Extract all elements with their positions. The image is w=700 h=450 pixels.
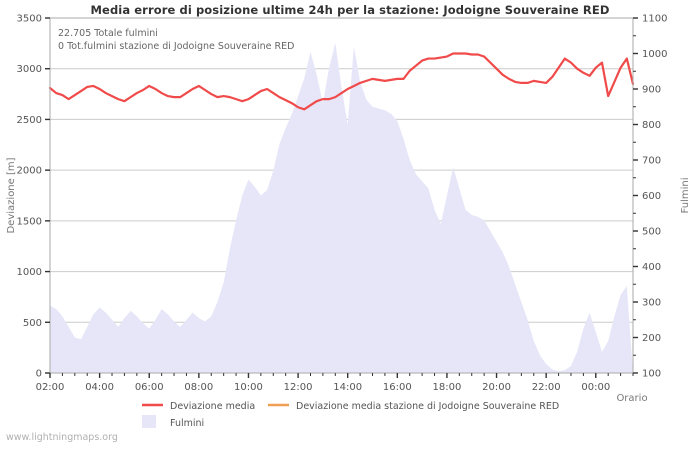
ytick-label-right: 800 [642, 120, 661, 131]
ytick-label-left: 1000 [17, 267, 42, 278]
chart-title: Media errore di posizione ultime 24h per… [90, 3, 610, 17]
xtick-label: 20:00 [482, 382, 511, 393]
ytick-label-right: 100 [642, 369, 661, 380]
ytick-label-right: 500 [642, 227, 661, 238]
ytick-label-left: 1500 [17, 216, 42, 227]
lightning-area-series [50, 42, 633, 373]
ytick-label-left: 2000 [17, 166, 42, 177]
ytick-label-right: 1100 [642, 14, 667, 25]
legend-label-fulmini: Fulmini [170, 418, 204, 429]
ytick-label-right: 700 [642, 156, 661, 167]
xtick-label: 02:00 [36, 382, 65, 393]
xtick-label: 12:00 [284, 382, 313, 393]
x-axis-title: Orario [616, 393, 647, 404]
ytick-label-left: 2500 [17, 115, 42, 126]
legend-marker-fulmini [142, 415, 156, 428]
annotation-total-lightning: 22.705 Totale fulmini [58, 28, 158, 39]
footer-watermark: www.lightningmaps.org [6, 432, 118, 443]
deviation-mean-series [48, 52, 635, 111]
xtick-label: 00:00 [581, 382, 610, 393]
ytick-label-left: 500 [23, 318, 42, 329]
ytick-label-right: 900 [642, 85, 661, 96]
ytick-label-right: 200 [642, 333, 661, 344]
ytick-label-right: 600 [642, 191, 661, 202]
xtick-label: 18:00 [433, 382, 462, 393]
xtick-label: 22:00 [532, 382, 561, 393]
xtick-label: 08:00 [184, 382, 213, 393]
legend-label-station: Deviazione media stazione di Jodoigne So… [296, 401, 559, 412]
xtick-label: 10:00 [234, 382, 263, 393]
xtick-label: 14:00 [333, 382, 362, 393]
ytick-label-right: 300 [642, 298, 661, 309]
xtick-label: 06:00 [135, 382, 164, 393]
y-axis-title-right: Fulmini [680, 178, 691, 214]
ytick-label-left: 3500 [17, 14, 42, 25]
ytick-label-left: 0 [36, 369, 42, 380]
legend-label-deviazione-media: Deviazione media [170, 401, 255, 412]
ytick-label-right: 400 [642, 262, 661, 273]
annotation-station-lightning: 0 Tot.fulmini stazione di Jodoigne Souve… [58, 41, 294, 52]
xtick-label: 16:00 [383, 382, 412, 393]
ytick-label-left: 3000 [17, 64, 42, 75]
xtick-label: 04:00 [85, 382, 114, 393]
ytick-label-right: 1000 [642, 49, 667, 60]
y-axis-title-left: Deviazione [m] [6, 157, 17, 233]
